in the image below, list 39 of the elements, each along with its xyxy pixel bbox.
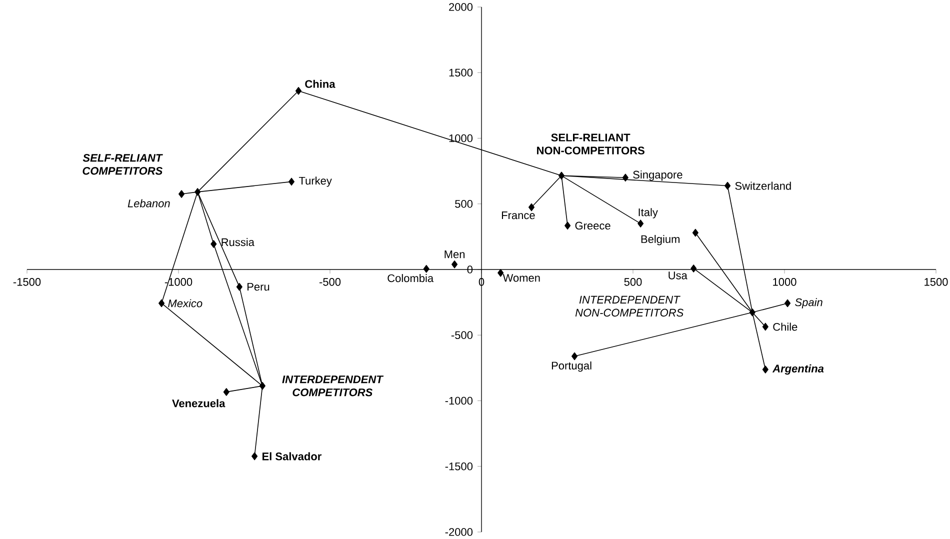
annotation: SELF-RELIANT NON-COMPETITORS [537, 134, 644, 154]
y-tick-label: 1000 [449, 134, 473, 142]
y-tick-label: -500 [451, 331, 473, 340]
annotation: Singapore [633, 170, 682, 181]
annotation: Russia [222, 238, 254, 246]
annotation: France [502, 211, 535, 220]
annotation: Men [444, 250, 465, 258]
y-tick-label: 500 [455, 200, 473, 208]
y-tick-label: -1000 [445, 396, 473, 405]
annotation: Switzerland [735, 182, 791, 190]
annotation: Lebanon [128, 199, 170, 208]
annotation: Mexico [168, 299, 202, 308]
annotation: Venezuela [172, 399, 226, 408]
y-tick-label: -2000 [445, 528, 473, 536]
annotation: Spain [795, 298, 822, 308]
annotation: China [305, 80, 336, 88]
y-tick-label: 1500 [449, 68, 473, 77]
annotation: Peru [248, 282, 270, 291]
annotation: INTERDEPENDENT NON-COMPETITORS [575, 296, 684, 317]
x-tick-label: 500 [624, 278, 642, 286]
y-tick-label: -1500 [445, 462, 473, 470]
x-tick-label: -500 [319, 278, 341, 286]
annotation: Argentina [772, 364, 824, 375]
x-tick-label: -1500 [13, 278, 41, 286]
annotation: Colombia [388, 274, 434, 282]
y-tick-label: 2000 [449, 3, 473, 11]
annotation: Greece [575, 222, 610, 230]
annotation: Turkey [298, 176, 332, 187]
x-tick-label: 1500 [924, 278, 948, 286]
annotation: SELF-RELIANT COMPETITORS [82, 154, 163, 175]
annotation: Usa [668, 272, 688, 280]
x-tick-label: 1000 [773, 278, 796, 286]
annotation: Portugal [552, 361, 592, 372]
annotation: El Salvador [262, 452, 322, 460]
annotation: Women [502, 274, 540, 282]
annotation: Belgium [641, 234, 680, 246]
annotation: Chile [773, 322, 798, 331]
annotation: Italy [638, 208, 658, 218]
annotation: INTERDEPENDENT COMPETITORS [282, 376, 384, 396]
